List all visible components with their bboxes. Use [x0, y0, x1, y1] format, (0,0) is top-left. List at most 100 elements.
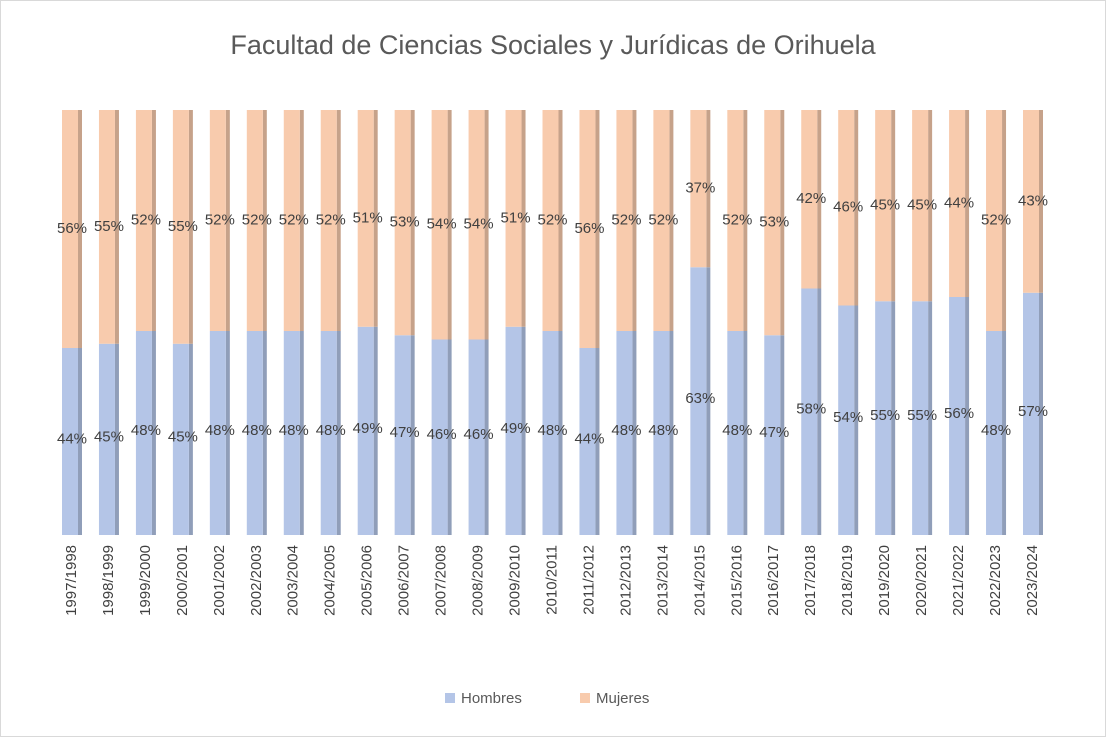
bar: [1023, 292, 1039, 535]
bar: [727, 331, 744, 535]
bar-side: [1002, 331, 1007, 535]
bar: [801, 110, 818, 289]
bar: [62, 110, 78, 348]
bar: [838, 110, 855, 306]
bar-side: [188, 110, 193, 344]
legend-swatch: [580, 693, 590, 703]
data-label: 48%: [648, 422, 678, 439]
x-tick-label: 2017/2018: [802, 545, 819, 616]
legend-swatch: [445, 693, 455, 703]
data-label: 52%: [537, 211, 567, 228]
bar-side: [706, 267, 711, 535]
bar: [838, 305, 855, 535]
data-label: 47%: [759, 424, 789, 441]
bar: [62, 348, 78, 535]
data-label: 45%: [870, 197, 900, 214]
data-label: 43%: [1018, 192, 1048, 209]
bar-side: [262, 331, 267, 535]
data-label: 55%: [94, 218, 124, 235]
bar-side: [854, 305, 859, 535]
data-label: 54%: [464, 216, 494, 233]
bar-side: [114, 110, 119, 344]
data-label: 52%: [205, 211, 235, 228]
bar: [431, 339, 448, 535]
data-label: 56%: [57, 220, 87, 237]
data-label: 63%: [685, 390, 715, 407]
bar: [246, 331, 263, 535]
x-tick-label: 2005/2006: [359, 545, 376, 616]
bar-side: [78, 348, 82, 535]
bar-side: [743, 331, 748, 535]
data-label: 52%: [648, 211, 678, 228]
bar-side: [225, 331, 230, 535]
data-label: 56%: [574, 220, 604, 237]
x-tick-label: 2021/2022: [950, 545, 967, 616]
x-tick-label: 2000/2001: [174, 545, 191, 616]
bar: [616, 331, 633, 535]
bar: [320, 331, 337, 535]
data-label: 54%: [427, 216, 457, 233]
bar: [949, 297, 966, 535]
bar-side: [373, 326, 378, 535]
bar: [764, 110, 781, 336]
bar: [357, 110, 374, 327]
bar-side: [336, 331, 341, 535]
data-label: 48%: [316, 422, 346, 439]
data-label: 47%: [390, 424, 420, 441]
bar: [542, 110, 559, 331]
bar-side: [817, 110, 822, 289]
x-tick-label: 2003/2004: [285, 545, 302, 616]
bar-side: [743, 110, 748, 331]
bar-side: [928, 110, 933, 302]
bar: [653, 331, 670, 535]
data-label: 49%: [353, 420, 383, 437]
bar-side: [484, 339, 489, 535]
x-tick-label: 1997/1998: [63, 545, 80, 616]
x-tick-label: 2006/2007: [396, 545, 413, 616]
bar-side: [891, 301, 896, 535]
data-label: 56%: [944, 405, 974, 422]
x-tick-label: 2015/2016: [728, 545, 745, 616]
data-label: 46%: [833, 199, 863, 216]
bar-side: [447, 110, 452, 340]
bar-side: [965, 110, 970, 297]
bar: [912, 110, 929, 302]
bar-side: [558, 110, 563, 331]
bar: [172, 343, 189, 535]
chart-title: Facultad de Ciencias Sociales y Jurídica…: [230, 30, 876, 60]
data-label: 57%: [1018, 403, 1048, 420]
bar-side: [151, 110, 156, 331]
data-label: 52%: [981, 211, 1011, 228]
data-label: 45%: [168, 428, 198, 445]
bar: [875, 110, 892, 302]
x-tick-label: 2023/2024: [1024, 545, 1041, 616]
data-label: 53%: [390, 214, 420, 231]
bar: [1023, 110, 1039, 293]
bar: [246, 110, 263, 331]
bar: [875, 301, 892, 535]
data-label: 53%: [759, 214, 789, 231]
data-label: 52%: [611, 211, 641, 228]
data-label: 48%: [205, 422, 235, 439]
bar-side: [262, 110, 267, 331]
bar-side: [188, 343, 193, 535]
bar-side: [151, 331, 156, 535]
bar-side: [669, 331, 674, 535]
bar-side: [225, 110, 230, 331]
x-tick-label: 2014/2015: [691, 545, 708, 616]
bar-side: [780, 335, 785, 535]
bar: [394, 335, 411, 535]
x-tick-label: 2001/2002: [211, 545, 228, 616]
bar-side: [632, 331, 637, 535]
x-tick-label: 2019/2020: [876, 545, 893, 616]
bar-side: [114, 343, 119, 535]
data-label: 52%: [722, 211, 752, 228]
bar-side: [706, 110, 711, 268]
data-label: 44%: [57, 430, 87, 447]
bar-side: [299, 110, 304, 331]
data-label: 52%: [242, 211, 272, 228]
data-label: 51%: [353, 209, 383, 226]
bar: [98, 343, 115, 535]
bar: [135, 110, 152, 331]
bar: [98, 110, 115, 344]
